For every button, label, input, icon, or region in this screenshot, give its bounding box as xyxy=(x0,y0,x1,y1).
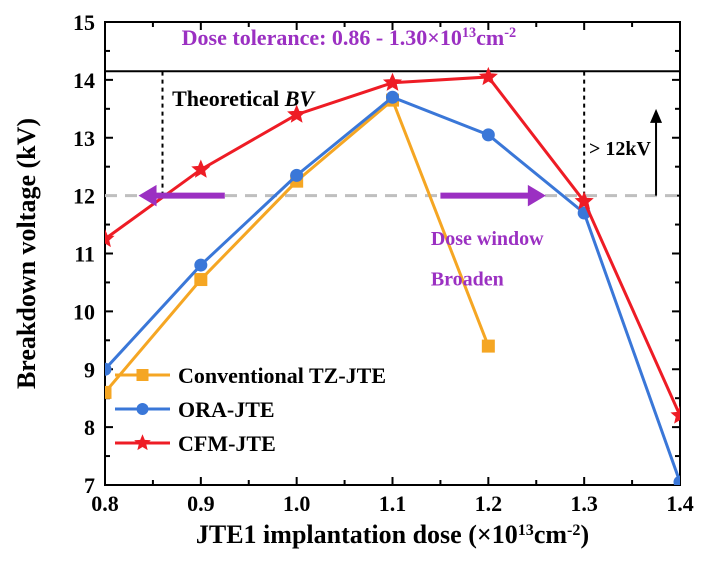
svg-text:11: 11 xyxy=(74,242,95,267)
svg-text:13: 13 xyxy=(73,126,95,151)
svg-text:1.0: 1.0 xyxy=(283,491,311,516)
svg-text:9: 9 xyxy=(84,357,95,382)
svg-text:1.1: 1.1 xyxy=(379,491,407,516)
svg-text:8: 8 xyxy=(84,415,95,440)
svg-text:Dose window: Dose window xyxy=(431,228,544,250)
svg-text:15: 15 xyxy=(73,10,95,35)
svg-text:12: 12 xyxy=(73,184,95,209)
svg-text:1.4: 1.4 xyxy=(666,491,694,516)
svg-text:0.9: 0.9 xyxy=(187,491,215,516)
svg-text:> 12kV: > 12kV xyxy=(589,138,652,160)
chart-svg: 0.8 0.9 1.0 1.1 1.2 1.3 1.4 7 8 9 10 11 12 13 14 15 Theo… xyxy=(0,0,710,570)
svg-text:ORA-JTE: ORA-JTE xyxy=(178,397,275,422)
svg-text:1.2: 1.2 xyxy=(475,491,503,516)
chart-container: 0.8 0.9 1.0 1.1 1.2 1.3 1.4 7 8 9 10 11 12 13 14 15 Theo… xyxy=(0,0,710,570)
svg-text:0.8: 0.8 xyxy=(91,491,119,516)
svg-text:Theoretical BV: Theoretical BV xyxy=(172,86,316,111)
svg-text:Breakdown voltage (kV): Breakdown voltage (kV) xyxy=(12,118,41,389)
svg-text:CFM-JTE: CFM-JTE xyxy=(178,431,276,456)
svg-text:7: 7 xyxy=(84,473,95,498)
svg-text:10: 10 xyxy=(73,299,95,324)
svg-text:Broaden: Broaden xyxy=(431,268,504,290)
svg-text:1.3: 1.3 xyxy=(570,491,598,516)
svg-text:Conventional TZ-JTE: Conventional TZ-JTE xyxy=(178,363,386,388)
svg-text:14: 14 xyxy=(73,68,95,93)
